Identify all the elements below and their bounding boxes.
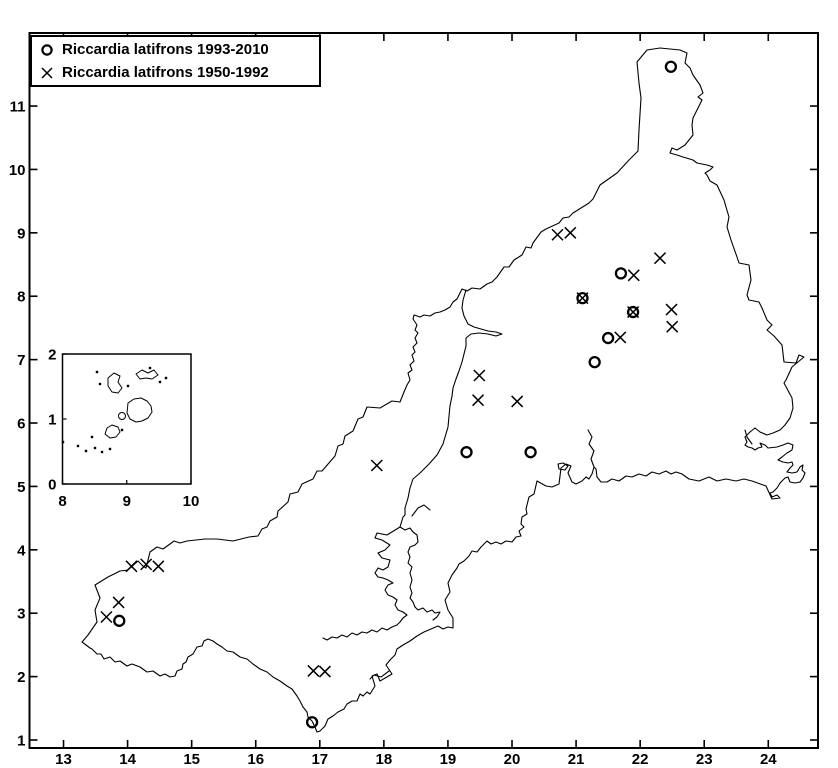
record-x-1950-1992 [627, 269, 640, 282]
record-x-1950-1992 [140, 558, 153, 571]
y-tick-label: 5 [17, 479, 25, 496]
record-x-1950-1992 [318, 665, 331, 678]
record-x-1950-1992 [665, 303, 678, 316]
record-x-1950-1992 [627, 306, 640, 319]
record-circle-1993-2010 [113, 614, 126, 627]
inset-x-tick-label: 8 [58, 493, 66, 510]
inset-x-tick-label: 10 [183, 493, 200, 510]
x-tick-label: 21 [568, 751, 585, 768]
legend-box: Riccardia latifrons 1993-2010 Riccardia … [30, 35, 321, 87]
scilly-rock-dot [61, 440, 65, 444]
estuary-line [369, 670, 390, 680]
record-circle-1993-2010 [460, 446, 473, 459]
x-tick-label: 15 [183, 751, 200, 768]
y-tick-label: 6 [17, 416, 25, 433]
inset-y-tick-label: 1 [48, 412, 56, 429]
record-x-1950-1992 [666, 320, 679, 333]
x-marker-icon [32, 66, 62, 80]
estuary-line [322, 526, 408, 641]
record-x-1950-1992 [564, 226, 577, 239]
record-x-1950-1992 [473, 369, 486, 382]
estuary-line [557, 462, 569, 471]
record-x-1950-1992 [125, 560, 138, 573]
x-tick-label: 19 [440, 751, 457, 768]
record-circle-1993-2010 [576, 291, 589, 305]
circle-marker-icon [32, 43, 62, 57]
record-circle-1993-2010 [664, 60, 678, 73]
record-circle-1993-2010 [305, 716, 319, 729]
inset-x-tick-label: 9 [123, 493, 131, 510]
y-tick-label: 4 [17, 542, 26, 559]
record-circle-1993-2010 [601, 331, 615, 345]
scilly-rock-dot [126, 384, 130, 388]
x-tick-label: 13 [55, 751, 72, 768]
record-x-1950-1992 [152, 560, 165, 573]
y-tick-label: 1 [17, 733, 25, 750]
legend-label-1993-2010: Riccardia latifrons 1993-2010 [62, 41, 269, 58]
record-circle-1993-2010 [588, 356, 601, 369]
estuary-line [587, 429, 595, 468]
record-x-1950-1992 [551, 228, 564, 241]
inset-box [61, 353, 192, 485]
estuary-line [744, 429, 753, 445]
estuary-line [399, 514, 419, 608]
x-tick-label: 22 [632, 751, 649, 768]
axes-box [28, 32, 819, 749]
legend-entry-1993-2010: Riccardia latifrons 1993-2010 [32, 39, 319, 61]
y-tick-label: 10 [9, 162, 26, 179]
y-tick-label: 3 [17, 606, 25, 623]
x-tick-label: 18 [376, 751, 393, 768]
inset-y-tick-label: 0 [48, 477, 56, 494]
scilly-rock-dot [120, 428, 124, 432]
scilly-island [107, 372, 123, 394]
scilly-rock-dot [164, 376, 168, 380]
scilly-island [126, 397, 153, 423]
scilly-rock-dot [95, 370, 99, 374]
scilly-rock-dot [158, 380, 162, 384]
x-tick-label: 17 [311, 751, 328, 768]
scilly-rock-dot [84, 449, 88, 453]
scilly-islet-ring [118, 412, 126, 420]
record-x-1950-1992 [100, 610, 113, 624]
x-tick-label: 16 [247, 751, 264, 768]
x-tick-label: 14 [119, 751, 136, 768]
y-tick-label: 2 [17, 669, 25, 686]
x-tick-label: 20 [504, 751, 521, 768]
scilly-rock-dot [108, 447, 112, 451]
record-x-1950-1992 [472, 394, 485, 407]
record-x-1950-1992 [614, 331, 627, 344]
record-x-1950-1992 [370, 459, 383, 472]
record-x-1950-1992 [307, 664, 320, 677]
record-x-1950-1992 [511, 395, 524, 408]
scilly-rock-dot [98, 382, 102, 386]
y-tick-label: 11 [10, 99, 26, 116]
scilly-rock-dot [100, 450, 104, 454]
scilly-rock-dot [76, 444, 80, 448]
x-tick-label: 23 [696, 751, 713, 768]
scilly-island [104, 424, 121, 439]
y-tick-label: 7 [17, 352, 25, 369]
y-tick-label: 9 [17, 225, 25, 242]
record-x-1950-1992 [112, 596, 125, 609]
estuary-line [404, 289, 503, 516]
scilly-rock-dot [90, 435, 94, 439]
record-circle-1993-2010 [524, 446, 537, 459]
y-tick-label: 8 [17, 289, 25, 306]
scilly-rock-dot [148, 366, 152, 370]
estuary-line [414, 606, 441, 621]
estuary-line [411, 504, 431, 517]
cornwall-coastline [81, 47, 806, 733]
scilly-rock-dot [93, 446, 97, 450]
legend-label-1950-1992: Riccardia latifrons 1950-1992 [62, 64, 269, 81]
x-tick-label: 24 [760, 751, 777, 768]
inset-y-tick-label: 2 [48, 347, 56, 364]
record-circle-1993-2010 [614, 267, 628, 280]
record-circle-1993-2010 [626, 305, 640, 319]
record-x-1950-1992 [653, 252, 667, 265]
legend-entry-1950-1992: Riccardia latifrons 1950-1992 [32, 62, 319, 84]
scilly-island [135, 369, 159, 380]
record-x-1950-1992 [576, 292, 589, 305]
